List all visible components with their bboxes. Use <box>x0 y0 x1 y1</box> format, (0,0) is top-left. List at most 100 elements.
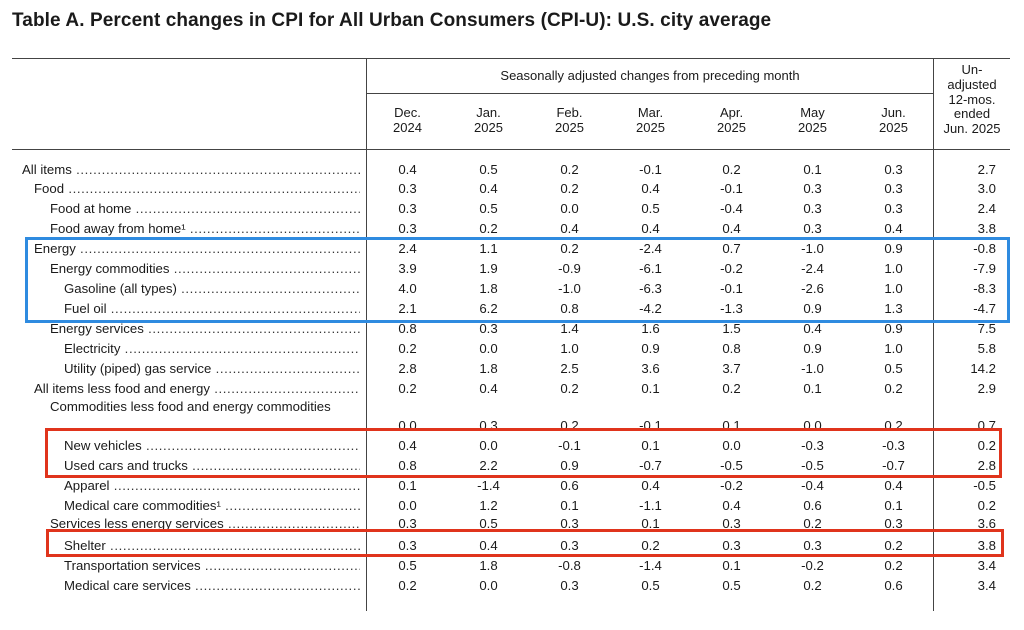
table-cell: 0.6 <box>560 478 579 493</box>
leader-dots: ........................................… <box>76 162 360 177</box>
leader-dots: ........................................… <box>135 201 360 216</box>
table-cell: 1.0 <box>884 341 903 356</box>
table-cell: -1.0 <box>558 281 581 296</box>
header-bottom-rule <box>12 149 1010 150</box>
table-cell: 0.3 <box>560 516 579 531</box>
table-cell: -2.6 <box>801 281 824 296</box>
table-cell: 1.4 <box>560 321 579 336</box>
table-cell: 0.2 <box>803 578 822 593</box>
table-cell: 1.0 <box>884 281 903 296</box>
table-cell: 1.0 <box>560 341 579 356</box>
row-label: Utility (piped) gas service ............… <box>64 360 360 377</box>
leader-dots: ........................................… <box>68 181 360 196</box>
unadjusted-cell: -4.7 <box>973 301 996 316</box>
leader-dots: ........................................… <box>110 301 360 316</box>
leader-dots: ........................................… <box>113 478 360 493</box>
column-header: Apr. 2025 <box>717 105 746 135</box>
unadjusted-cell: -0.5 <box>973 478 996 493</box>
table-cell: -0.5 <box>720 458 743 473</box>
row-label-text: Energy services <box>50 321 144 336</box>
leader-dots: ........................................… <box>214 381 360 396</box>
table-cell: -6.3 <box>639 281 662 296</box>
row-label: Gasoline (all types) ...................… <box>64 280 360 297</box>
column-header: Jan. 2025 <box>474 105 503 135</box>
leader-dots: ........................................… <box>173 261 360 276</box>
table-cell: -1.4 <box>639 558 662 573</box>
row-label-text: Transportation services <box>64 558 201 573</box>
row-label-text: New vehicles <box>64 438 142 453</box>
table-cell: -0.3 <box>882 438 905 453</box>
table-cell: 0.3 <box>560 538 579 553</box>
column-header: Jun. 2025 <box>879 105 908 135</box>
row-label: Food ...................................… <box>34 180 360 197</box>
unadjusted-cell: 2.7 <box>977 162 996 177</box>
table-cell: 0.1 <box>722 558 741 573</box>
table-cell: 2.2 <box>479 458 498 473</box>
table-cell: 0.3 <box>884 181 903 196</box>
row-label-text: Food <box>34 181 65 196</box>
table-cell: -1.3 <box>720 301 743 316</box>
table-cell: 0.0 <box>479 438 498 453</box>
table-cell: -0.3 <box>801 438 824 453</box>
table-cell: 2.4 <box>398 241 417 256</box>
row-label-text: Fuel oil <box>64 301 107 316</box>
table-cell: 0.0 <box>479 341 498 356</box>
row-label-text: Energy commodities <box>50 261 170 276</box>
table-cell: 0.5 <box>641 578 660 593</box>
leader-dots: ........................................… <box>110 538 360 553</box>
leader-dots: ........................................… <box>148 321 360 336</box>
table-cell: 0.5 <box>479 516 498 531</box>
table-cell: -0.2 <box>720 261 743 276</box>
table-cell: 0.9 <box>560 458 579 473</box>
table-cell: 0.5 <box>479 201 498 216</box>
table-cell: 0.1 <box>560 498 579 513</box>
table-cell: 0.2 <box>641 538 660 553</box>
table-cell: 0.5 <box>479 162 498 177</box>
table-cell: 0.3 <box>884 162 903 177</box>
table-cell: 0.4 <box>803 321 822 336</box>
table-cell: 0.8 <box>398 458 417 473</box>
table-cell: 0.6 <box>884 578 903 593</box>
unadjusted-cell: 7.5 <box>977 321 996 336</box>
table-cell: 0.9 <box>803 341 822 356</box>
table-cell: -0.9 <box>558 261 581 276</box>
table-cell: 0.5 <box>641 201 660 216</box>
unadjusted-cell: 3.8 <box>977 221 996 236</box>
leader-dots: ........................................… <box>189 221 360 236</box>
page-title: Table A. Percent changes in CPI for All … <box>12 10 772 31</box>
table-cell: 0.4 <box>641 478 660 493</box>
table-cell: 0.4 <box>560 221 579 236</box>
row-label: All items less food and energy .........… <box>34 380 360 397</box>
table-cell: 0.1 <box>803 162 822 177</box>
table-cell: 0.9 <box>641 341 660 356</box>
unadjusted-column-divider <box>933 58 934 611</box>
table-cell: -0.1 <box>720 181 743 196</box>
table-cell: 0.9 <box>803 301 822 316</box>
column-header: Feb. 2025 <box>555 105 584 135</box>
row-label: Energy commodities .....................… <box>50 260 360 277</box>
table-cell: 0.4 <box>479 381 498 396</box>
unadjusted-cell: -0.8 <box>973 241 996 256</box>
table-cell: -0.1 <box>720 281 743 296</box>
table-cell: 1.3 <box>884 301 903 316</box>
table-cell: -4.2 <box>639 301 662 316</box>
unadjusted-cell: 0.2 <box>977 498 996 513</box>
table-cell: 0.9 <box>884 241 903 256</box>
table-cell: 0.5 <box>884 361 903 376</box>
leader-dots: ........................................… <box>181 281 360 296</box>
table-cell: 2.8 <box>398 361 417 376</box>
table-cell: 0.2 <box>722 162 741 177</box>
table-cell: -1.0 <box>801 361 824 376</box>
table-cell: 0.2 <box>398 578 417 593</box>
leader-dots: ........................................… <box>80 241 360 256</box>
table-cell: 0.9 <box>884 321 903 336</box>
table-cell: -1.4 <box>477 478 500 493</box>
label-column-divider <box>366 58 367 611</box>
table-cell: 1.8 <box>479 281 498 296</box>
table-cell: 0.1 <box>803 381 822 396</box>
table-cell: 0.0 <box>398 418 417 433</box>
leader-dots: ........................................… <box>227 516 360 531</box>
table-cell: 0.3 <box>803 538 822 553</box>
table-cell: 0.3 <box>398 181 417 196</box>
